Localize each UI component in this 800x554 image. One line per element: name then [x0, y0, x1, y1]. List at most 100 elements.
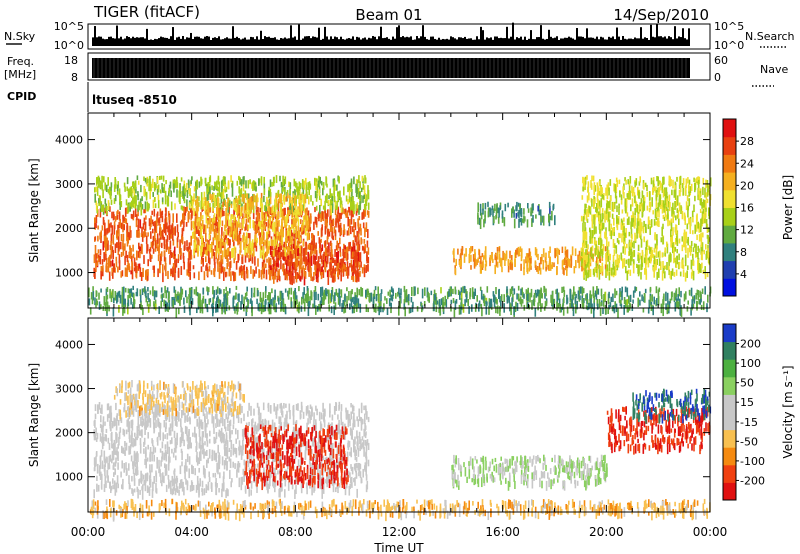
data-cell — [360, 187, 363, 193]
nsky-bar — [276, 39, 278, 46]
data-cell — [589, 268, 592, 277]
nsky-bar — [112, 38, 114, 46]
data-cell — [689, 186, 692, 194]
data-cell — [645, 240, 648, 250]
data-cell — [172, 213, 174, 223]
data-cell — [549, 246, 551, 254]
data-cell — [367, 307, 369, 313]
data-cell — [367, 202, 370, 210]
data-cell — [180, 255, 182, 260]
data-cell — [353, 245, 356, 252]
data-cell — [610, 223, 612, 230]
data-cell — [243, 232, 245, 241]
data-cell — [130, 248, 132, 256]
data-cell — [476, 259, 478, 266]
data-cell — [147, 272, 149, 281]
data-cell — [363, 190, 366, 195]
data-cell — [328, 195, 330, 200]
data-cell — [143, 231, 145, 238]
data-cell — [163, 250, 166, 257]
data-cell — [314, 249, 317, 255]
nsky-bar — [198, 36, 200, 46]
data-cell — [185, 290, 187, 298]
data-cell — [178, 191, 180, 198]
data-cell — [285, 243, 287, 250]
data-cell — [704, 272, 707, 280]
data-cell — [315, 305, 317, 315]
data-cell — [634, 181, 636, 188]
data-cell — [286, 214, 288, 222]
data-cell — [500, 258, 503, 268]
data-cell — [687, 247, 689, 258]
data-cell — [174, 289, 177, 299]
data-cell — [265, 242, 268, 248]
data-cell — [223, 267, 226, 272]
data-cell — [272, 266, 275, 276]
data-cell — [367, 247, 370, 255]
nsky-bar — [656, 24, 658, 46]
data-cell — [280, 181, 283, 188]
data-cell — [641, 294, 643, 302]
data-cell — [145, 235, 148, 245]
data-cell — [173, 246, 176, 257]
data-cell — [127, 231, 129, 238]
data-cell — [111, 267, 113, 276]
data-cell — [608, 222, 610, 232]
data-cell — [273, 275, 275, 284]
data-cell — [570, 256, 573, 266]
data-cell — [157, 194, 160, 201]
data-cell — [589, 290, 592, 299]
data-cell — [704, 266, 706, 275]
data-cell — [261, 219, 264, 224]
data-cell — [129, 202, 132, 207]
nsky-bar — [384, 37, 386, 46]
data-cell — [285, 237, 287, 245]
data-cell — [305, 182, 308, 192]
data-cell — [283, 215, 286, 224]
data-cell — [651, 250, 654, 258]
data-cell — [186, 182, 188, 193]
data-cell — [613, 266, 615, 275]
data-cell — [217, 187, 219, 192]
data-cell — [224, 293, 227, 299]
data-cell — [280, 245, 282, 251]
data-cell — [293, 262, 295, 270]
data-cell — [146, 301, 149, 307]
data-cell — [156, 188, 159, 195]
data-cell — [460, 287, 463, 296]
data-cell — [367, 229, 369, 239]
data-cell — [200, 176, 202, 187]
data-cell — [338, 176, 340, 184]
data-cell — [674, 185, 676, 190]
data-cell — [121, 286, 124, 293]
data-cell — [557, 303, 560, 309]
data-cell — [525, 253, 528, 261]
data-cell — [118, 305, 120, 313]
nsky-bar — [514, 39, 516, 46]
data-cell — [660, 204, 662, 210]
data-cell — [303, 253, 305, 262]
data-cell — [130, 230, 132, 238]
nsky-bar — [268, 36, 270, 46]
data-cell — [218, 270, 221, 279]
data-cell — [640, 238, 643, 248]
data-cell — [183, 261, 185, 270]
data-cell — [521, 287, 523, 296]
data-cell — [113, 225, 116, 235]
data-cell — [593, 238, 596, 244]
data-cell — [520, 263, 522, 271]
data-cell — [507, 202, 509, 208]
data-cell — [494, 203, 496, 211]
data-cell — [157, 268, 159, 278]
nsky-bar — [614, 39, 616, 46]
data-cell — [608, 211, 610, 222]
data-cell — [600, 245, 602, 253]
nsky-bar — [108, 36, 110, 46]
nsky-bar — [380, 26, 382, 46]
data-cell — [141, 244, 143, 255]
data-cell — [262, 256, 265, 266]
data-cell — [163, 223, 165, 232]
data-cell — [297, 273, 300, 279]
data-cell — [233, 245, 236, 250]
data-cell — [542, 215, 544, 223]
